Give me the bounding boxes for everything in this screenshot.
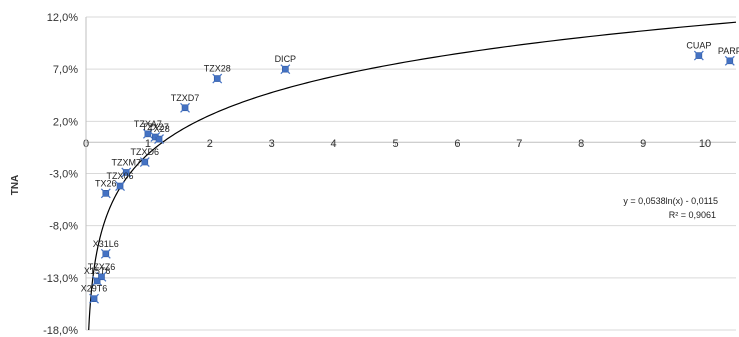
data-point-label: TX26 bbox=[95, 178, 117, 188]
data-point-label: TZX28 bbox=[204, 64, 231, 74]
data-point bbox=[139, 157, 150, 167]
y-tick-label: -3,0% bbox=[49, 169, 78, 181]
x-tick-label: 9 bbox=[640, 138, 646, 150]
x-axis: 012345678910 bbox=[83, 138, 736, 150]
data-point-label: TZXD6 bbox=[131, 147, 160, 157]
data-point bbox=[89, 293, 99, 304]
data-point-label: TZX27 bbox=[142, 122, 169, 132]
x-tick-label: 4 bbox=[331, 138, 337, 150]
data-point-label: TZXA7 bbox=[134, 119, 162, 129]
data-point-label: X15T6 bbox=[84, 266, 111, 276]
y-tick-label: -8,0% bbox=[49, 221, 78, 233]
data-point bbox=[180, 102, 190, 113]
x-tick-label: 6 bbox=[454, 138, 460, 150]
data-point bbox=[142, 128, 153, 139]
data-point-label: TZXZ6 bbox=[88, 262, 116, 272]
data-point bbox=[115, 181, 125, 191]
data-point-label: TZXM7 bbox=[111, 157, 141, 167]
data-point bbox=[96, 271, 107, 282]
data-point bbox=[100, 188, 111, 199]
gridlines bbox=[86, 16, 736, 331]
y-axis-title: TNA bbox=[10, 175, 21, 196]
data-point bbox=[212, 73, 223, 84]
data-point-label: X31L6 bbox=[93, 239, 119, 249]
x-tick-label: 5 bbox=[392, 138, 398, 150]
trendline-equation: y = 0,0538ln(x) - 0,0115 bbox=[623, 196, 718, 206]
data-point-label: CUAP bbox=[686, 41, 711, 51]
data-point-label: X29T6 bbox=[81, 284, 108, 294]
data-point-label: DICP bbox=[275, 54, 297, 64]
data-point-label: PARP bbox=[718, 46, 739, 56]
y-tick-label: 2,0% bbox=[53, 116, 78, 128]
x-tick-label: 7 bbox=[516, 138, 522, 150]
y-axis: 12,0% 7,0% 2,0% -3,0% -8,0% -13,0% -18,0% bbox=[43, 12, 87, 337]
data-points bbox=[89, 50, 735, 304]
trendline-r-squared: R² = 0,9061 bbox=[669, 210, 716, 220]
x-tick-label: 8 bbox=[578, 138, 584, 150]
x-tick-label: 10 bbox=[699, 138, 711, 150]
trendline bbox=[88, 21, 737, 331]
data-point-label: TZXD7 bbox=[171, 93, 200, 103]
data-point bbox=[121, 167, 132, 178]
y-tick-label: 12,0% bbox=[47, 12, 78, 24]
y-tick-label: -18,0% bbox=[43, 325, 78, 337]
x-tick-label: 2 bbox=[207, 138, 213, 150]
x-tick-label: 3 bbox=[269, 138, 275, 150]
data-point-label: TZX06 bbox=[107, 171, 134, 181]
data-point bbox=[154, 134, 164, 144]
data-point bbox=[280, 64, 291, 75]
y-tick-label: -13,0% bbox=[43, 273, 78, 285]
data-point bbox=[693, 50, 704, 61]
data-point bbox=[724, 55, 735, 66]
data-point-label: TX28 bbox=[148, 124, 170, 134]
data-point bbox=[100, 248, 111, 259]
y-tick-label: 7,0% bbox=[53, 64, 78, 76]
x-tick-label: 1 bbox=[145, 138, 151, 150]
